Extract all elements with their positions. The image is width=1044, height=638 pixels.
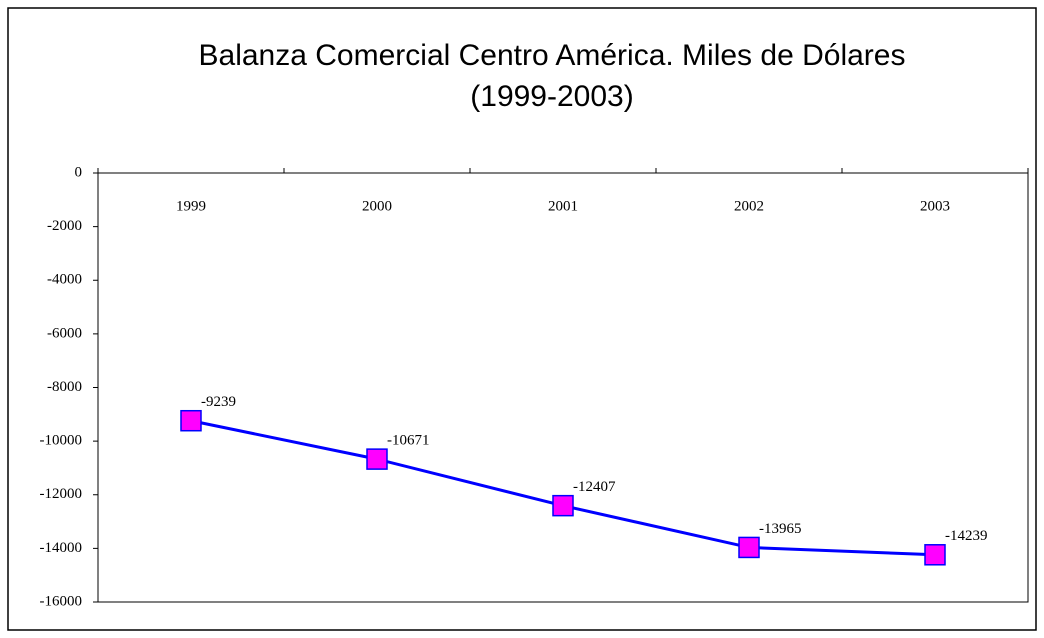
marker [924,544,946,566]
marker [180,409,202,432]
y-tick-label: -16000 [40,593,83,609]
y-tick-label: -6000 [47,325,82,341]
y-tick-label: -10000 [40,433,83,449]
data-label: -10671 [387,433,430,449]
y-tick-label: 0 [75,164,83,180]
data-label: -13965 [759,521,802,537]
y-tick-label: -4000 [47,272,82,288]
marker [738,536,760,559]
x-tick-label: 2000 [362,198,392,214]
x-tick-label: 1999 [176,198,206,214]
chart-subtitle: (1999-2003) [470,80,633,113]
y-tick-label: -8000 [47,379,82,395]
data-label: -14239 [945,528,988,544]
chart-frame [7,7,1037,631]
marker [552,494,574,517]
data-label: -9239 [201,394,236,410]
x-tick-label: 2001 [548,198,578,214]
chart-title: Balanza Comercial Centro América. Miles … [199,39,906,72]
data-label: -12407 [573,479,616,495]
y-tick-label: -14000 [40,540,83,556]
x-tick-label: 2003 [920,198,950,214]
y-tick-label: -2000 [47,218,82,234]
x-tick-label: 2002 [734,198,764,214]
y-tick-label: -12000 [40,486,83,502]
marker [366,448,388,470]
